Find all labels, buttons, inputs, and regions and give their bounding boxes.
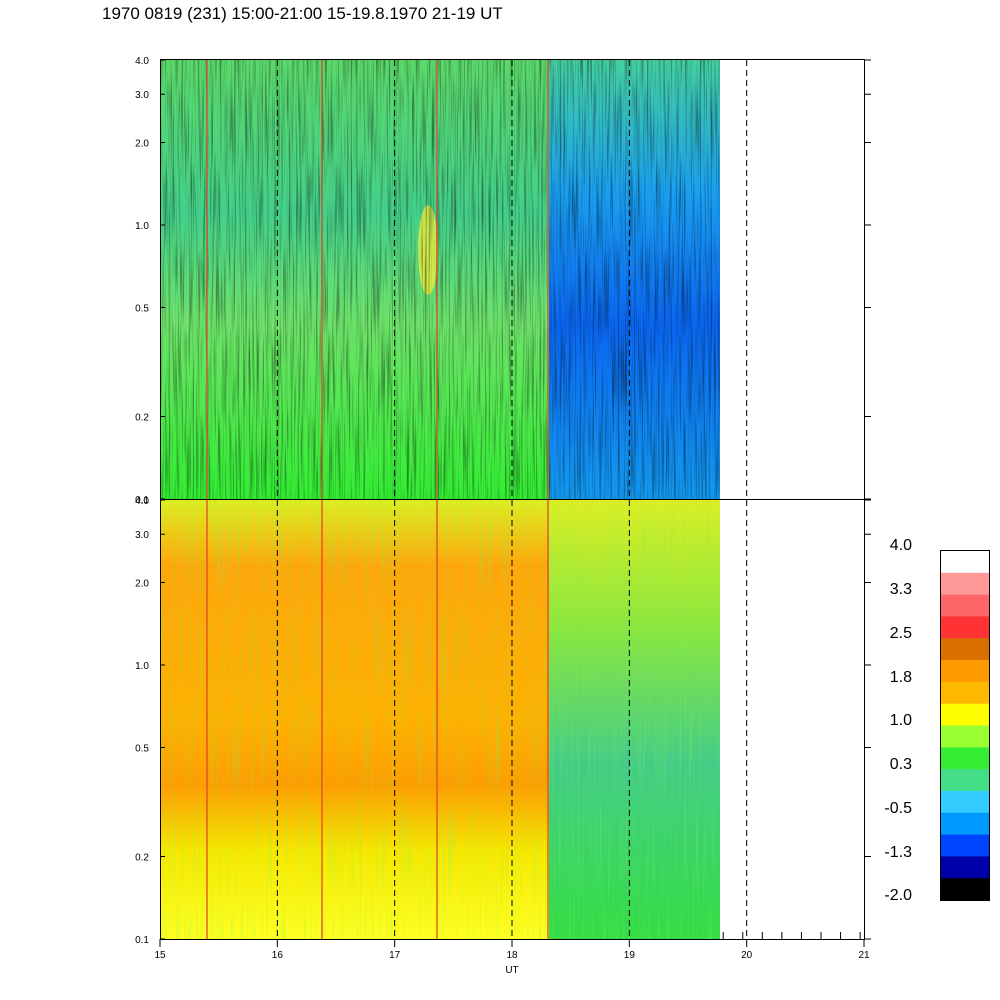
y-tick-label: 0.2 <box>135 413 149 424</box>
y-tick-label: 4.0 <box>135 496 149 507</box>
x-tick-label: 15 <box>154 950 166 961</box>
colorbar-swatch <box>941 594 989 617</box>
chart-title: 1970 0819 (231) 15:00-21:00 15-19.8.1970… <box>102 4 503 23</box>
upper-panel <box>160 60 720 499</box>
y-tick-label: 0.5 <box>135 303 149 314</box>
x-tick-label: 16 <box>272 950 284 961</box>
colorbar-swatch <box>941 551 989 574</box>
colorbar-label: 0.3 <box>890 756 912 773</box>
y-tick-label: 3.0 <box>135 530 149 541</box>
colorbar-label: -0.5 <box>884 800 912 817</box>
colorbar-swatch <box>941 812 989 836</box>
colorbar-label: 1.8 <box>890 669 912 686</box>
colorbar-label: 2.5 <box>890 625 912 642</box>
x-tick-label: 19 <box>624 950 636 961</box>
y-tick-label: 2.0 <box>135 138 149 149</box>
colorbar-label: -1.3 <box>884 844 912 861</box>
y-tick-label: 2.0 <box>135 578 149 589</box>
colorbar-swatch <box>941 660 989 683</box>
colorbar-swatch <box>941 703 989 726</box>
axes: 0.10.20.51.02.03.04.00.10.20.51.02.03.04… <box>135 56 871 976</box>
y-tick-label: 0.1 <box>135 935 149 946</box>
x-axis-label: UT <box>505 965 518 976</box>
y-tick-label: 0.2 <box>135 853 149 864</box>
colorbar-swatch <box>941 638 989 661</box>
upper-noise <box>160 60 720 499</box>
colorbar-label: 3.3 <box>890 581 912 598</box>
dashed-hour-lines <box>276 60 748 939</box>
y-tick-label: 0.1 <box>135 495 149 506</box>
x-tick-label: 20 <box>741 950 753 961</box>
lower-noise <box>160 500 720 939</box>
y-tick-label: 0.5 <box>135 743 149 754</box>
colorbar-swatch <box>941 834 989 857</box>
y-tick-label: 4.0 <box>135 56 149 67</box>
lower-panel <box>160 500 720 939</box>
y-tick-label: 1.0 <box>135 661 149 672</box>
x-tick-label: 17 <box>389 950 401 961</box>
x-tick-label: 18 <box>506 950 518 961</box>
y-tick-label: 3.0 <box>135 90 149 101</box>
x-tick-label: 21 <box>858 950 870 961</box>
colorbar-swatch <box>941 681 989 705</box>
colorbar-swatch <box>941 616 989 639</box>
colorbar-frame <box>940 550 990 901</box>
colorbar-swatch <box>941 747 989 770</box>
colorbar-label: 4.0 <box>890 537 912 554</box>
y-tick-label: 1.0 <box>135 221 149 232</box>
colorbar-swatch <box>941 769 989 792</box>
colorbar-swatch <box>941 878 989 901</box>
colorbar-swatch <box>941 790 989 814</box>
colorbar-swatch <box>941 572 989 596</box>
colorbar-label: -2.0 <box>884 887 912 904</box>
colorbar-label: 1.0 <box>890 712 912 729</box>
colorbar-swatch <box>941 725 989 748</box>
colorbar-swatch <box>941 856 989 879</box>
